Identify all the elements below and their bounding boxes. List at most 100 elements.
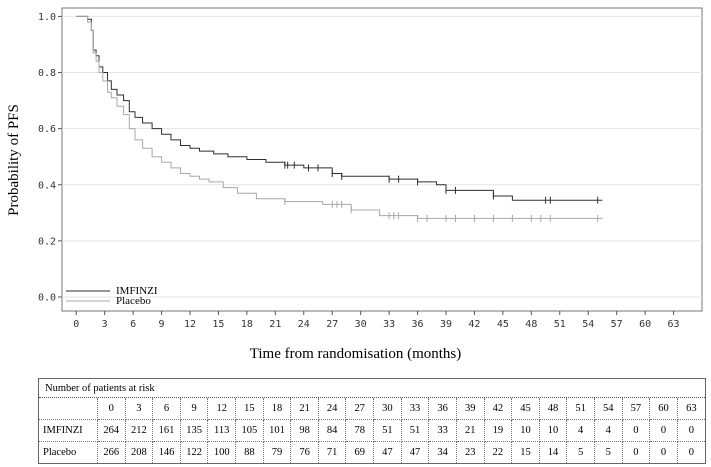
y-tick-label: 0.8 [38,68,56,79]
y-tick-label: 0.0 [38,292,56,303]
risk-table-count-cell: 266 [97,441,126,463]
risk-table-count-cell: 21 [456,419,485,442]
x-tick-label: 33 [383,319,395,330]
x-tick-label: 9 [159,319,165,330]
km-plot: 0.0 0.2 0.4 0.6 0.8 1.0 0 3 6 9 12 15 18 21 24 27 30 33 3… [38,7,703,330]
risk-table-count-cell: 33 [428,419,457,442]
risk-table-grid: 0 3 6 9 12 15 18 21 24 27 30 33 36 39 42 45 48 51 54 57 60 63… [39,398,705,463]
risk-table-count-cell: 122 [180,441,209,463]
x-tick-label: 48 [525,319,537,330]
risk-table-time-cell: 27 [345,398,375,420]
x-tick-label: 6 [130,319,136,330]
risk-table-count-cell: 101 [263,419,292,442]
x-tick-label: 63 [668,319,680,330]
risk-table-count-cell: 100 [207,441,237,463]
x-tick-label: 54 [582,319,594,330]
risk-table-time-cell: 21 [290,398,319,420]
risk-table-count-cell: 146 [152,441,181,463]
risk-table-count-cell: 5 [566,441,595,463]
risk-table-count-cell: 47 [373,441,402,463]
risk-table-count-cell: 79 [263,441,292,463]
x-tick-label: 36 [412,319,424,330]
risk-table-count-cell: 14 [539,441,568,463]
risk-table-time-cell: 45 [511,398,540,420]
y-axis-title: Probability of PFS [6,104,22,216]
risk-table-count-cell: 88 [235,441,264,463]
risk-table-time-cell: 51 [566,398,595,420]
risk-table-time-cell: 48 [539,398,568,420]
legend: IMFINZI Placebo [66,285,158,307]
risk-table-count-cell: 98 [290,419,319,442]
risk-table-count-cell: 15 [511,441,540,463]
risk-table-count-cell: 34 [428,441,457,463]
risk-table-time-cell: 3 [125,398,154,420]
risk-table-count-cell: 51 [373,419,402,442]
km-curve-placebo [76,15,603,219]
risk-table-count-cell: 212 [125,419,154,442]
y-tick-label: 0.6 [38,124,56,135]
risk-table-count-cell: 10 [539,419,568,442]
risk-table-time-cell: 9 [180,398,209,420]
x-tick-label: 15 [212,319,224,330]
x-tick-label: 18 [241,319,253,330]
x-tick-label: 27 [326,319,338,330]
x-tick-label: 51 [554,319,566,330]
risk-table-time-cell: 36 [428,398,457,420]
x-tick-label: 24 [298,319,310,330]
table-row: Placebo 266 208 146 122 100 88 79 76 71 69 47 47 34 23… [39,441,705,463]
risk-table-corner-cell [39,398,98,420]
risk-table-count-cell: 0 [688,447,695,458]
x-tick-label: 30 [355,319,367,330]
table-row: IMFINZI 264 212 161 135 113 105 101 98 84 78 51 51 33… [39,419,705,442]
x-tick-label: 60 [639,319,651,330]
risk-table-time-cell: 63 [677,398,705,420]
legend-label-placebo: Placebo [116,295,151,307]
risk-table-count-cell: 0 [649,419,678,442]
risk-table-title: Number of patients at risk [39,379,705,398]
risk-table-arm-name: Placebo [39,441,98,463]
risk-table-time-cell: 57 [622,398,651,420]
x-tick-label: 21 [269,319,281,330]
risk-table-time-cell: 18 [263,398,292,420]
risk-table-count-cell: 71 [318,441,347,463]
risk-table-count-cell: 19 [484,419,513,442]
risk-table-count-cell: 0 [622,419,651,442]
x-tick-label: 57 [611,319,623,330]
y-tick-label: 1.0 [38,12,56,23]
risk-table-header-row: 0 3 6 9 12 15 18 21 24 27 30 33 36 39 42 45 48 51 54 57 60 63 [39,398,705,420]
risk-table-count-cell: 264 [97,419,126,442]
risk-table-count-cell: 208 [125,441,154,463]
risk-table: Number of patients at risk 0 3 6 9 12 15 18 21 2… [38,378,706,464]
x-tick-label: 39 [440,319,452,330]
y-axis-title-wrap: Probability of PFS [6,104,22,216]
risk-table-count-cell: 113 [207,419,237,442]
risk-table-count-cell: 4 [594,419,623,442]
risk-table-time-cell: 6 [152,398,181,420]
x-tick-label: 12 [184,319,196,330]
legend-label-imfinzi: IMFINZI [116,285,158,297]
risk-table-time-cell: 42 [484,398,513,420]
risk-table-time-cell: 24 [318,398,347,420]
risk-table-count-cell: 5 [594,441,623,463]
x-tick-label: 42 [468,319,480,330]
risk-table-time-cell: 30 [373,398,402,420]
risk-table-count-cell: 51 [401,419,430,442]
plot-frame [61,7,703,312]
risk-table-count-cell: 47 [401,441,430,463]
x-axis-title: Time from randomisation (months) [249,346,462,362]
risk-table-count-cell: 78 [345,419,375,442]
risk-table-count-cell: 10 [511,419,540,442]
y-tick-label: 0.4 [38,180,56,191]
km-curve-imfinzi [76,15,603,201]
risk-table-time-cell: 0 [97,398,126,420]
risk-table-count-cell: 161 [152,419,181,442]
x-tick-label: 0 [73,319,79,330]
risk-table-count-cell: 135 [180,419,209,442]
risk-table-count-cell: 76 [290,441,319,463]
risk-table-arm-name: IMFINZI [39,419,98,442]
risk-table-count-cell: 23 [456,441,485,463]
risk-table-count-cell: 84 [318,419,347,442]
risk-table-time-cell: 54 [594,398,623,420]
risk-table-time-cell: 15 [235,398,264,420]
y-tick-label: 0.2 [38,236,56,247]
